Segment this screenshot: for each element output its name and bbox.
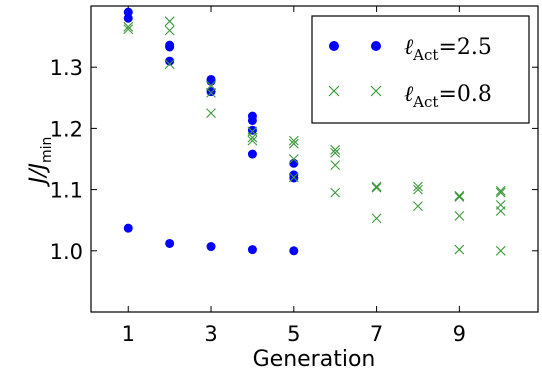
legend-label-1-symbol: ℓ: [404, 82, 414, 107]
data-point-x: [330, 147, 341, 158]
data-point-circle: [247, 245, 257, 255]
data-point-x: [164, 16, 175, 27]
y-axis-label: J/Jmin: [26, 137, 55, 188]
y-tick-label: 1.3: [50, 56, 83, 80]
data-point-x: [495, 206, 506, 216]
data-point-x: [454, 192, 465, 202]
legend-marker-circle: [371, 41, 381, 51]
legend-label-0: ℓAct=2.5: [404, 35, 492, 64]
data-point-x: [454, 190, 465, 201]
y-axis-label-subscript: min: [39, 137, 55, 163]
data-point-x: [495, 245, 506, 256]
data-point-x: [330, 144, 341, 155]
x-tick-label: 9: [453, 322, 466, 346]
y-tick-label: 1.2: [50, 117, 83, 141]
data-point-x: [454, 244, 465, 255]
legend-entry-1: ℓAct=0.8: [328, 82, 492, 111]
data-point-x: [164, 25, 175, 36]
data-point-circle: [289, 246, 299, 256]
data-point-x: [413, 201, 423, 212]
x-tick-label: 7: [370, 322, 383, 346]
data-point-x: [330, 160, 341, 171]
y-axis-label-base: J/J: [26, 163, 51, 187]
legend-marker-circle: [329, 41, 339, 51]
data-point-x: [288, 154, 299, 164]
legend-label-0-symbol: ℓ: [404, 35, 414, 60]
legend: ℓAct=2.5 ℓAct=0.8: [311, 15, 530, 124]
legend-label-0-value: =2.5: [438, 35, 491, 60]
data-point-x: [371, 181, 382, 192]
data-point-circle: [247, 125, 257, 135]
data-point-x: [206, 80, 216, 91]
data-marks: [123, 7, 506, 256]
data-point-x: [247, 135, 258, 146]
data-point-circle: [289, 158, 299, 168]
data-point-circle: [165, 42, 175, 52]
data-point-circle: [247, 115, 257, 125]
data-point-x: [495, 185, 506, 196]
data-point-x: [288, 135, 299, 146]
legend-label-1-value: =0.8: [438, 82, 491, 107]
legend-marker-x: [370, 85, 382, 97]
data-point-circle: [247, 149, 257, 159]
data-point-x: [371, 213, 382, 224]
legend-frame: [311, 15, 530, 124]
data-point-x: [495, 187, 506, 198]
data-point-circle: [165, 238, 175, 248]
data-point-x: [371, 182, 382, 193]
data-point-x: [413, 181, 423, 192]
legend-marker-x: [328, 85, 340, 97]
data-point-circle: [123, 223, 133, 233]
data-point-x: [288, 138, 299, 149]
x-tick-label: 3: [204, 322, 217, 346]
legend-label-1-subscript: Act: [412, 93, 438, 111]
data-point-circle: [165, 56, 175, 66]
axis-ticks: 1 3 5 7 9 1.0 1.1 1.2 1.3: [50, 6, 538, 346]
data-point-circle: [123, 13, 133, 23]
legend-label-0-subscript: Act: [412, 46, 438, 64]
data-point-x: [413, 184, 423, 195]
data-point-x: [247, 132, 258, 143]
data-point-x: [206, 108, 216, 118]
x-tick-label: 5: [287, 322, 300, 346]
data-point-circle: [206, 242, 216, 252]
y-tick-label: 1.0: [50, 240, 83, 264]
data-point-x: [123, 24, 134, 35]
x-axis-label: Generation: [253, 347, 376, 372]
data-point-x: [288, 172, 299, 183]
data-point-x: [123, 21, 134, 32]
legend-label-1: ℓAct=0.8: [404, 82, 492, 111]
legend-entry-0: ℓAct=2.5: [329, 35, 492, 64]
y-tick-label: 1.1: [50, 179, 83, 203]
data-point-x: [454, 211, 465, 221]
data-point-x: [206, 88, 216, 98]
data-point-circle: [206, 76, 216, 86]
data-point-x: [330, 187, 341, 198]
data-point-x: [164, 59, 175, 70]
x-tick-label: 1: [122, 322, 135, 346]
data-point-circle: [206, 87, 216, 97]
